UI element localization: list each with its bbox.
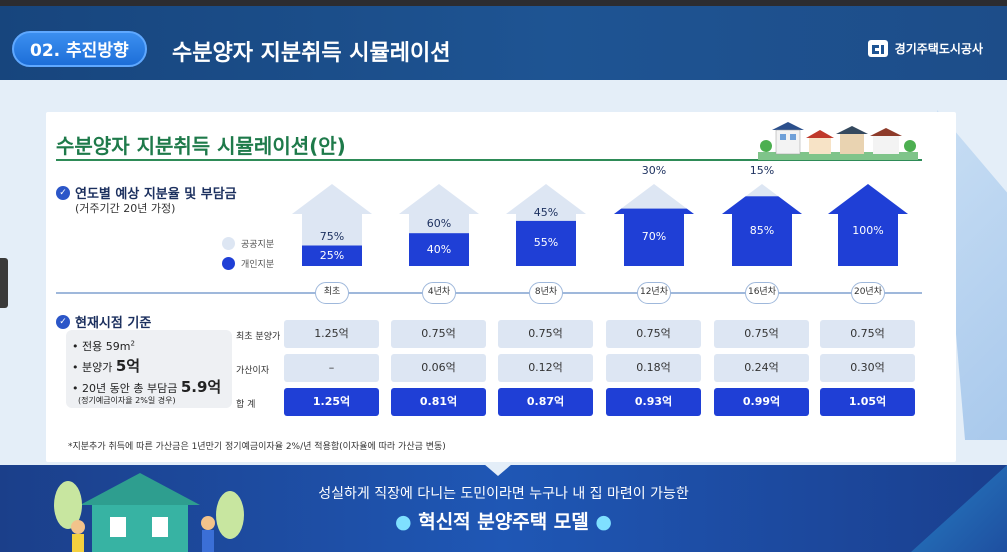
public-share-label: 45% bbox=[533, 206, 559, 219]
card-title: 수분양자 지분취득 시뮬레이션(안) bbox=[56, 134, 346, 158]
timeline-node: 8년차 bbox=[529, 282, 563, 304]
check-icon: ✓ bbox=[56, 185, 70, 200]
legend: 공공지분 개인지분 bbox=[222, 233, 274, 273]
logo: 경기주택도시공사 bbox=[867, 37, 983, 59]
house-shape-icon bbox=[506, 184, 586, 266]
private-share-label: 25% bbox=[319, 248, 345, 262]
private-share-label: 85% bbox=[749, 224, 775, 238]
section1-sub: (거주기간 20년 가정) bbox=[75, 202, 176, 215]
table-cell-added_interest: – bbox=[284, 354, 379, 382]
table-cell-added_interest: 0.06억 bbox=[391, 354, 486, 382]
logo-text: 경기주택도시공사 bbox=[894, 41, 983, 56]
section-label: 02. 추진방향 bbox=[12, 31, 147, 67]
house-shape-icon bbox=[292, 184, 372, 266]
bottom-banner: 성실하게 직장에 다니는 도민이라면 누구나 내 집 마련이 가능한 ● 혁신적… bbox=[0, 465, 1007, 552]
public-share-label: 30% bbox=[641, 164, 667, 177]
houses-illustration-icon bbox=[758, 122, 918, 160]
banner-line2-text: 혁신적 분양주택 모델 bbox=[418, 511, 589, 533]
table-cell-total: 0.99억 bbox=[714, 388, 809, 416]
private-share-label: 70% bbox=[641, 230, 667, 244]
table-cell-added_interest: 0.12억 bbox=[498, 354, 593, 382]
house-4: 15% 85% bbox=[720, 164, 804, 268]
table-cell-added_interest: 0.30억 bbox=[820, 354, 915, 382]
private-share-label: 40% bbox=[426, 242, 452, 256]
check-icon: ✓ bbox=[56, 314, 70, 329]
timeline-node: 4년차 bbox=[422, 282, 456, 304]
table-cell-total: 0.93억 bbox=[606, 388, 701, 416]
house-shape-icon bbox=[828, 184, 908, 266]
table-cell-initial_price: 0.75억 bbox=[820, 320, 915, 348]
house-5: 100% bbox=[826, 180, 910, 268]
row-label-total: 합 계 bbox=[236, 400, 256, 410]
info-area: • 전용 59m2 bbox=[72, 339, 135, 353]
legend-label-private: 개인지분 bbox=[241, 259, 275, 270]
table-cell-initial_price: 0.75억 bbox=[714, 320, 809, 348]
timeline-node: 최초 bbox=[315, 282, 349, 304]
legend-item-private: 개인지분 bbox=[222, 253, 274, 273]
table-cell-initial_price: 1.25억 bbox=[284, 320, 379, 348]
house-shape-icon bbox=[614, 184, 694, 266]
table-cell-initial_price: 0.75억 bbox=[391, 320, 486, 348]
timeline-node: 20년차 bbox=[851, 282, 885, 304]
info-price: • 분양가 5억 bbox=[72, 357, 141, 375]
section2-heading: ✓ 현재시점 기준 bbox=[56, 312, 151, 331]
row-label-initial: 최초 분양가 bbox=[236, 332, 281, 342]
top-stripe bbox=[0, 0, 1007, 6]
footnote: *지분추가 취득에 따른 가산금은 1년만기 정기예금이자율 2%/년 적용함(… bbox=[68, 442, 446, 452]
banner-notch bbox=[484, 465, 512, 476]
table-cell-initial_price: 0.75억 bbox=[606, 320, 701, 348]
info-note: (정기예금이자율 2%일 경우) bbox=[78, 396, 176, 405]
timeline-node: 16년차 bbox=[745, 282, 779, 304]
section1-heading-text: 연도별 예상 지분율 및 부담금 bbox=[75, 187, 237, 202]
house-shape-icon bbox=[722, 184, 802, 266]
table-cell-added_interest: 0.24억 bbox=[714, 354, 809, 382]
house-1: 60% 40% bbox=[397, 180, 481, 268]
legend-swatch-private bbox=[222, 256, 235, 270]
private-share-fill bbox=[292, 245, 372, 266]
table-cell-added_interest: 0.18억 bbox=[606, 354, 701, 382]
house-0: 75% 25% bbox=[290, 180, 374, 268]
public-share-label: 15% bbox=[749, 164, 775, 177]
legend-label-public: 공공지분 bbox=[241, 239, 275, 250]
table-cell-total: 1.05억 bbox=[820, 388, 915, 416]
private-share-fill bbox=[399, 233, 479, 266]
public-share-label: 75% bbox=[319, 229, 345, 243]
table-cell-total: 0.87억 bbox=[498, 388, 593, 416]
side-handle bbox=[0, 258, 8, 308]
gh-logo-icon bbox=[867, 40, 888, 57]
title-rule bbox=[56, 159, 922, 161]
info-total: • 20년 동안 총 부담금 5.9억 bbox=[72, 378, 222, 396]
content-card: 수분양자 지분취득 시뮬레이션(안) ✓ 연도별 예상 지분율 및 부담금 (거… bbox=[46, 112, 956, 462]
header-bar: 02. 추진방향 수분양자 지분취득 시뮬레이션 경기주택도시공사 bbox=[0, 0, 1007, 80]
private-share-fill bbox=[614, 208, 694, 266]
banner-line1: 성실하게 직장에 다니는 도민이라면 누구나 내 집 마련이 가능한 bbox=[318, 486, 689, 502]
row-label-interest: 가산이자 bbox=[236, 366, 270, 376]
bubble-icon: ● bbox=[595, 511, 612, 533]
private-share-label: 55% bbox=[533, 236, 559, 250]
page-title: 수분양자 지분취득 시뮬레이션 bbox=[172, 41, 451, 66]
section1-heading: ✓ 연도별 예상 지분율 및 부담금 bbox=[56, 183, 237, 202]
table-cell-initial_price: 0.75억 bbox=[498, 320, 593, 348]
family-house-illustration-icon bbox=[54, 473, 244, 552]
legend-swatch-public bbox=[222, 236, 235, 250]
banner-line2: ● 혁신적 분양주택 모델 ● bbox=[0, 507, 1007, 534]
private-share-fill bbox=[506, 220, 586, 266]
table-cell-total: 1.25억 bbox=[284, 388, 379, 416]
section2-heading-text: 현재시점 기준 bbox=[75, 316, 152, 331]
house-3: 30% 70% bbox=[612, 164, 696, 268]
house-shape-icon bbox=[399, 184, 479, 266]
legend-item-public: 공공지분 bbox=[222, 233, 274, 253]
house-2: 45% 55% bbox=[504, 180, 588, 268]
table-cell-total: 0.81억 bbox=[391, 388, 486, 416]
timeline-line bbox=[56, 292, 922, 294]
timeline-node: 12년차 bbox=[637, 282, 671, 304]
bubble-icon: ● bbox=[395, 511, 412, 533]
private-share-label: 100% bbox=[852, 224, 884, 237]
public-share-label: 60% bbox=[426, 217, 452, 231]
info-box: • 전용 59m2 • 분양가 5억 • 20년 동안 총 부담금 5.9억 (… bbox=[66, 330, 232, 408]
private-share-fill bbox=[722, 196, 802, 266]
